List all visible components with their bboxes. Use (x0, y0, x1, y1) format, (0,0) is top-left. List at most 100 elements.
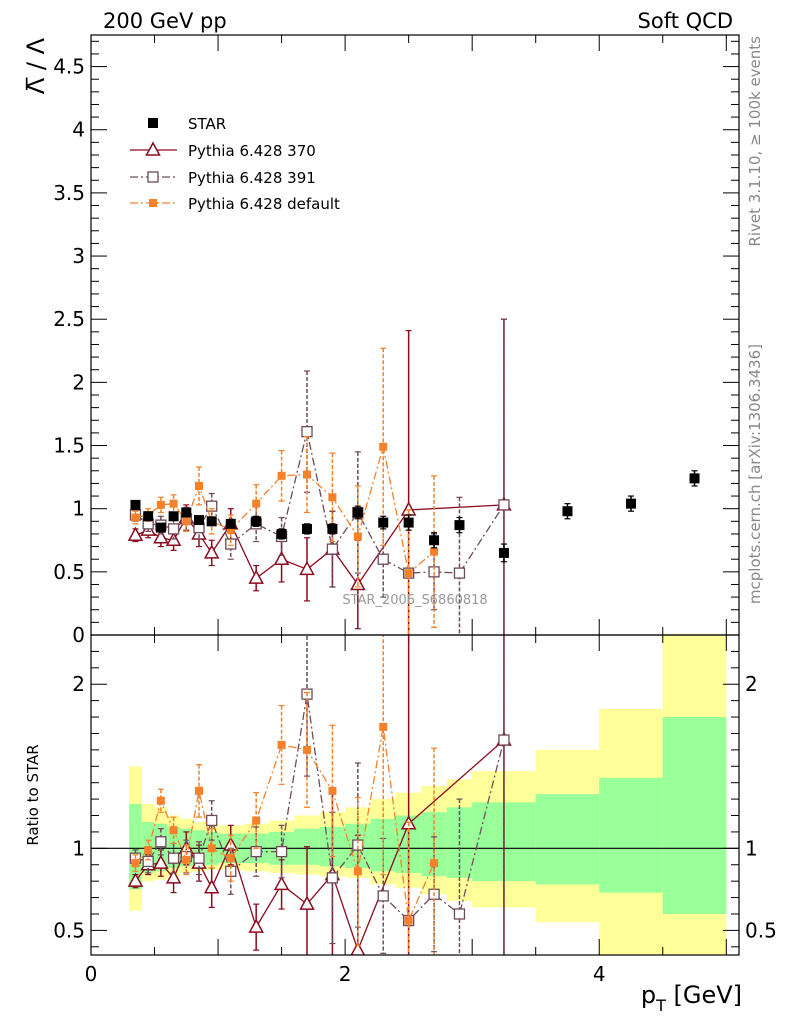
main-point-p391-17 (498, 499, 510, 511)
legend-label-p370: Pythia 6.428 370 (188, 142, 316, 160)
main-point-star-11 (327, 523, 338, 534)
main-ytick-label-1: 1 (72, 497, 85, 521)
main-ytick-label-0: 0.5 (53, 560, 85, 584)
main-point-p370-10 (299, 560, 315, 576)
main-point-star-2 (155, 522, 166, 533)
ratio-point-p370-2 (153, 854, 169, 869)
main-point-pdef-4 (182, 517, 191, 526)
ratio-point-pdef-12 (353, 867, 362, 876)
main-ytick-label-5: 3 (72, 244, 85, 268)
main-point-star-18 (562, 506, 573, 517)
ratio-point-p370-0 (127, 872, 144, 887)
ratio-point-p391-5 (193, 852, 205, 864)
ratio-point-pdef-10 (303, 745, 311, 754)
x-axis-label-p: p (641, 981, 656, 1009)
ratio-point-pdef-2 (156, 796, 165, 805)
ratio-ytick-label-right-0: 0.5 (745, 918, 777, 942)
x-axis-label: pT [GeV] (641, 981, 742, 1015)
main-point-star-14 (403, 517, 414, 528)
ratio-point-p370-3 (165, 869, 182, 884)
main-point-p391-13 (377, 553, 389, 565)
main-point-pdef-5 (195, 481, 203, 490)
legend-marker-p391 (147, 171, 159, 183)
axes-and-ticks: 0.511.522.533.544.500.5 0.51 12 20 2 4 (53, 35, 777, 986)
main-point-pdef-7 (226, 526, 235, 535)
ratio-point-pdef-8 (252, 816, 261, 825)
ratio-ytick-label-1: 1 (72, 836, 85, 860)
main-ytick-label-6: 3.5 (53, 181, 85, 205)
ratio-point-p391-6 (206, 814, 218, 827)
main-point-star-5 (194, 515, 204, 526)
ratio-point-p391-11 (326, 872, 339, 884)
main-point-star-7 (225, 518, 236, 529)
main-point-star-4 (181, 507, 192, 518)
mcplots-label: mcplots.cern.ch [arXiv:1306.3436] (746, 344, 764, 604)
ratio-line-pdef (135, 726, 435, 923)
main-point-p391-11 (326, 543, 339, 555)
main-point-p370-6 (203, 544, 220, 559)
ratio-point-pdef-6 (207, 844, 216, 853)
ratio-point-p370-10 (299, 895, 315, 910)
ratio-ytick-label-2: 2 (72, 672, 85, 696)
x-axis-label-sub: T (655, 996, 666, 1015)
ratio-ytick-label-0: 0.5 (53, 918, 85, 942)
band-inner-0 (129, 804, 142, 890)
ratio-point-pdef-9 (277, 740, 286, 749)
main-series-star (130, 470, 700, 563)
legend-marker-pdef (149, 199, 157, 207)
x-axis-label-unit: [GeV] (666, 981, 742, 1009)
main-line-pdef (135, 446, 435, 575)
main-point-p391-3 (167, 523, 180, 535)
main-point-p370-2 (153, 529, 169, 544)
main-ytick-label-8: 4.5 (53, 55, 85, 79)
main-point-star-9 (276, 528, 287, 539)
main-point-star-19 (626, 498, 636, 509)
main-point-pdef-10 (303, 470, 311, 479)
ratio-point-p391-16 (453, 908, 466, 920)
main-point-p391-10 (301, 425, 313, 438)
band-inner-18 (535, 794, 600, 885)
data-series (127, 318, 700, 955)
ratio-point-p370-8 (248, 918, 264, 933)
ratio-point-pdef-11 (328, 786, 337, 795)
ratio-point-p370-12 (350, 941, 366, 955)
main-point-star-15 (429, 535, 440, 546)
ratio-xtick-label-1: 2 (339, 962, 352, 986)
main-point-star-13 (378, 517, 389, 528)
ratio-ytick-label-right-2: 2 (745, 672, 758, 696)
rivet-version-label: Rivet 3.1.10, ≥ 100k events (746, 36, 764, 247)
main-ytick-label-3: 2 (72, 370, 85, 394)
ratio-point-pdef-0 (131, 859, 140, 868)
main-point-star-6 (206, 516, 217, 527)
main-point-pdef-0 (131, 513, 140, 522)
ratio-uncertainty-bands (129, 635, 727, 955)
main-point-pdef-8 (252, 499, 261, 508)
main-point-star-12 (352, 507, 363, 518)
ratio-ytick-label-right-1: 1 (745, 836, 758, 860)
ratio-point-p391-3 (167, 852, 180, 864)
main-point-pdef-9 (277, 471, 286, 480)
ratio-series-pdef (131, 635, 439, 955)
analysis-id-label: STAR_2006_S6860818 (342, 593, 487, 608)
main-point-star-8 (251, 516, 262, 527)
ratio-plot-frame (90, 634, 740, 956)
ratio-point-p391-1 (142, 855, 154, 868)
main-point-star-16 (454, 520, 465, 531)
ratio-point-pdef-5 (195, 786, 203, 795)
ratio-point-pdef-13 (379, 722, 388, 731)
main-point-p370-8 (248, 569, 264, 584)
main-y-axis-label: Λ̅ / Λ (22, 37, 50, 94)
legend-marker-p370 (145, 141, 161, 156)
main-point-p370-9 (273, 550, 290, 565)
header-right-label: Soft QCD (638, 9, 733, 33)
main-point-star-3 (168, 511, 179, 522)
legend-label-star: STAR (188, 115, 226, 133)
ratio-point-p391-13 (377, 890, 389, 902)
main-point-star-10 (302, 523, 312, 534)
main-point-star-17 (498, 547, 509, 558)
ratio-point-p391-9 (275, 845, 288, 858)
main-ytick-label-4: 2.5 (53, 307, 85, 331)
main-point-pdef-14 (404, 569, 413, 578)
ratio-point-pdef-3 (169, 826, 178, 835)
